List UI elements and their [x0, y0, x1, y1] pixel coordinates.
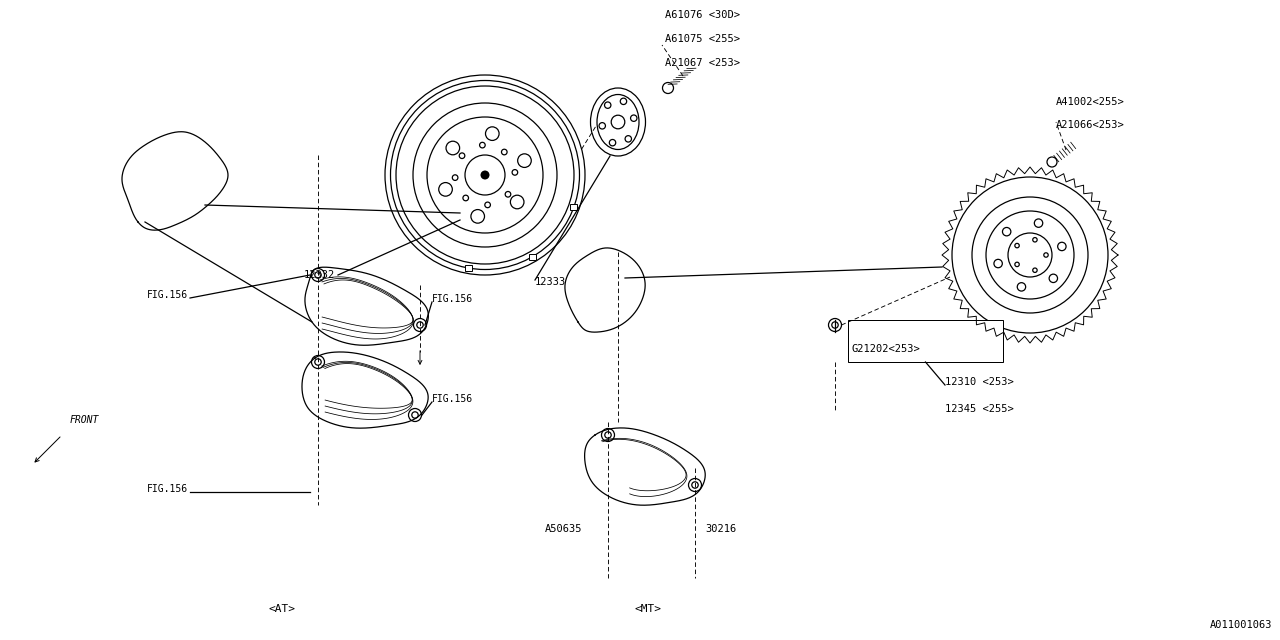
Text: A21066<253>: A21066<253> [1056, 120, 1125, 130]
Text: G21202<253>: G21202<253> [852, 344, 920, 354]
Text: <AT>: <AT> [269, 604, 296, 614]
Text: A61075 <255>: A61075 <255> [666, 34, 740, 44]
Text: FRONT: FRONT [70, 415, 100, 425]
Bar [465, 265, 472, 271]
FancyBboxPatch shape [849, 320, 1004, 362]
Text: FIG.156: FIG.156 [147, 484, 188, 494]
Text: A011001063: A011001063 [1210, 620, 1272, 630]
Text: 12332: 12332 [303, 270, 335, 280]
Text: A50635: A50635 [545, 524, 582, 534]
Text: 12333: 12333 [535, 277, 566, 287]
Text: 30216: 30216 [705, 524, 736, 534]
Text: FIG.156: FIG.156 [433, 294, 474, 304]
Text: <MT>: <MT> [635, 604, 662, 614]
Text: 12345 <255>: 12345 <255> [945, 404, 1014, 414]
Text: A21067 <253>: A21067 <253> [666, 58, 740, 68]
Text: A61076 <30D>: A61076 <30D> [666, 10, 740, 20]
Text: FIG.156: FIG.156 [147, 290, 188, 300]
Text: A41002<255>: A41002<255> [1056, 97, 1125, 107]
Bar [571, 204, 577, 211]
Bar [529, 254, 536, 260]
Text: FIG.156: FIG.156 [433, 394, 474, 404]
Circle shape [480, 170, 489, 179]
Text: 12310 <253>: 12310 <253> [945, 377, 1014, 387]
